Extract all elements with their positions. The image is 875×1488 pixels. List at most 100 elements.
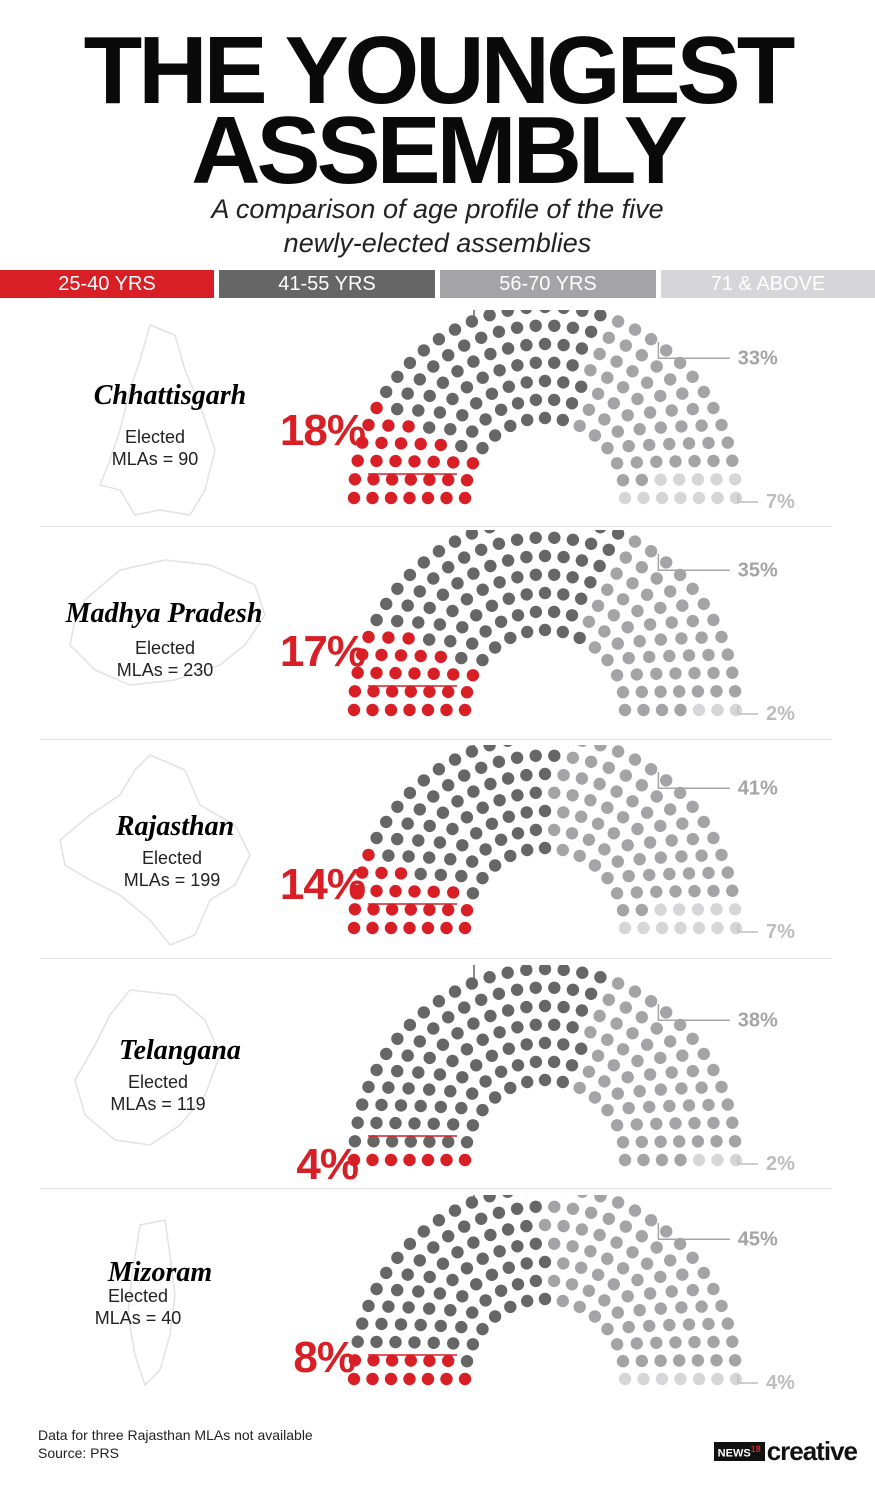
middle-seat-dot	[356, 1098, 369, 1111]
middle-seat-dot	[521, 413, 534, 427]
senior-seat-dot	[707, 1282, 720, 1296]
panel-rajasthan: 38%41%7% Rajasthan Elected MLAs = 199 14…	[0, 745, 875, 957]
senior-seat-dot	[654, 389, 667, 403]
middle-seat-dot	[446, 392, 459, 406]
old-seat-dot	[691, 473, 705, 486]
middle-seat-dot	[502, 1261, 515, 1274]
mla-count: Elected MLAs = 40	[38, 1285, 238, 1329]
senior-seat-dot	[697, 1047, 710, 1061]
senior-seat-dot	[695, 419, 708, 432]
senior-seat-dot	[664, 803, 677, 816]
senior-seat-dot	[644, 995, 658, 1008]
middle-seat-dot	[423, 1270, 436, 1284]
senior-seat-dot	[601, 371, 614, 384]
senior-seat-dot	[631, 822, 644, 836]
elected-label: Elected	[141, 848, 203, 868]
middle-seat-dot	[432, 545, 446, 558]
senior-seat-dot	[630, 456, 643, 469]
senior-seat-dot	[707, 884, 720, 898]
young-seat-dot	[366, 491, 379, 505]
footnote-data-note: Data for three Rajasthan MLAs not availa…	[38, 1427, 313, 1443]
senior-seat-dot	[665, 834, 678, 847]
middle-seat-dot	[470, 397, 483, 410]
middle-seat-dot	[520, 1038, 533, 1051]
middle-seat-dot	[448, 1204, 462, 1217]
middle-seat-dot	[401, 817, 414, 830]
madhya-pradesh-chart: 46%35%2%	[69, 530, 795, 725]
senior-seat-dot	[566, 1240, 579, 1253]
senior-seat-dot	[610, 1236, 623, 1249]
old-seat-dot	[710, 903, 723, 916]
senior-seat-dot	[654, 1302, 667, 1315]
middle-seat-dot	[538, 337, 552, 351]
senior-seat-dot	[635, 1230, 648, 1243]
senior-seat-dot	[635, 349, 648, 362]
young-seat-dot	[458, 491, 472, 505]
young-seat-dot	[423, 685, 436, 698]
middle-seat-dot	[434, 868, 447, 882]
middle-seat-dot	[594, 530, 606, 534]
middle-seat-dot	[493, 364, 506, 377]
middle-seat-dot	[475, 1212, 488, 1225]
young-seat-dot	[367, 903, 380, 916]
young-seat-dot	[366, 703, 379, 717]
middle-seat-dot	[414, 867, 427, 881]
old-seat-dot	[711, 921, 724, 935]
senior-seat-dot	[582, 1065, 596, 1078]
middle-seat-dot	[413, 1035, 426, 1048]
middle-seat-dot	[556, 1075, 569, 1089]
young-seat-dot	[370, 454, 383, 468]
senior-seat-dot	[607, 1278, 620, 1291]
senior-seat-dot	[654, 1354, 667, 1367]
senior-seat-dot	[640, 806, 654, 819]
middle-seat-dot	[467, 355, 480, 368]
senior-seat-dot	[635, 1011, 648, 1024]
young-seat-dot	[414, 649, 427, 663]
middle-seat-dot	[427, 1117, 440, 1130]
senior-seat-dot	[565, 1278, 579, 1291]
middle-seat-dot	[460, 1136, 474, 1149]
mlas-label: MLAs = 119	[110, 1094, 206, 1114]
middle-seat-dot	[448, 753, 462, 766]
middle-seat-dot	[547, 605, 561, 619]
old-seat-dot	[692, 1372, 706, 1386]
middle-seat-dot	[370, 1063, 383, 1077]
young-seat-dot	[442, 473, 455, 487]
senior-seat-dot	[675, 420, 688, 433]
senior-seat-dot	[710, 1135, 723, 1148]
old-seat-dot	[692, 1153, 706, 1167]
middle-seat-dot	[380, 1047, 393, 1061]
young-seat-dot	[367, 1354, 380, 1367]
middle-seat-dot	[444, 1085, 457, 1098]
mizoram-map-outline	[127, 1219, 176, 1387]
mlas-label: MLAs = 40	[94, 1308, 182, 1328]
senior-seat-dot	[593, 1228, 606, 1242]
young-seat-dot	[384, 921, 398, 935]
young-seat-dot	[421, 1153, 435, 1167]
middle-seat-dot	[475, 761, 488, 774]
senior-seat-dot	[601, 801, 614, 814]
senior-seat-dot	[721, 866, 734, 879]
senior-seat-dot	[565, 827, 579, 840]
state-name: Madhya Pradesh	[65, 598, 263, 629]
middle-seat-dot	[417, 1006, 430, 1019]
old-seat-dot	[728, 903, 742, 916]
senior-seat-dot	[654, 685, 667, 698]
senior-seat-dot	[630, 886, 643, 899]
panel-madhya-pradesh: 46%35%2% Madhya Pradesh Elected MLAs = 2…	[0, 530, 875, 738]
middle-seat-dot	[467, 567, 480, 580]
senior-seat-dot	[633, 635, 646, 648]
middle-seat-dot	[391, 1032, 404, 1045]
middle-seat-dot	[433, 618, 447, 631]
senior-seat-dot	[702, 1317, 715, 1331]
senior-leader-line	[657, 1222, 730, 1241]
old-seat-dot	[691, 903, 705, 916]
mlas-label: MLAs = 230	[116, 660, 214, 680]
young-seat-dot	[367, 685, 380, 698]
senior-seat-dot	[566, 1202, 580, 1215]
middle-seat-dot	[404, 1135, 417, 1148]
senior-seat-dot	[602, 761, 615, 774]
senior-seat-dot	[728, 1354, 742, 1367]
young-seat-dot	[434, 438, 447, 452]
middle-seat-dot	[476, 653, 489, 667]
